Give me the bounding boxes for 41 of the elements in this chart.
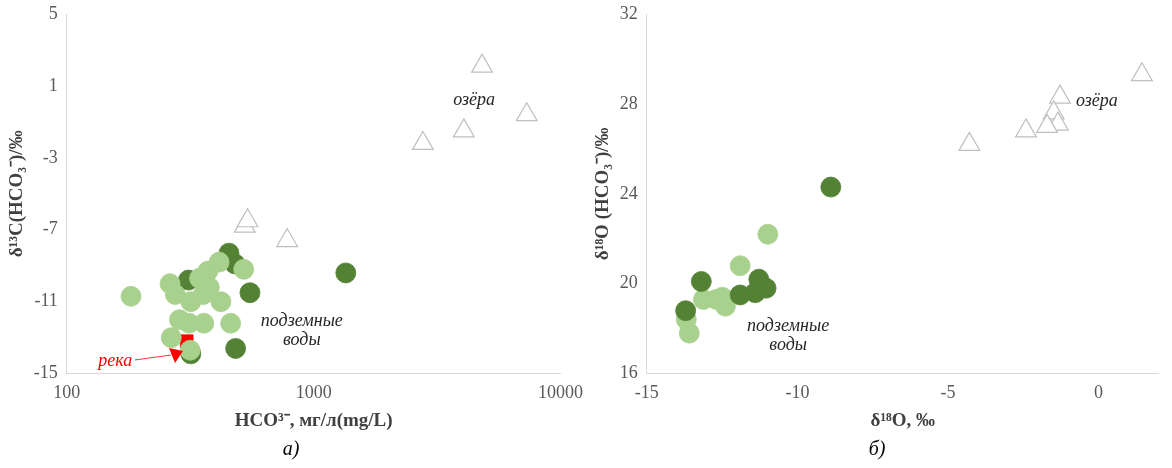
- x-tick-label: -10: [785, 382, 810, 403]
- y-tick-label: 20: [619, 272, 638, 293]
- y-tick-label: 5: [48, 2, 58, 23]
- point: [1130, 62, 1153, 82]
- y-tick-label: -3: [42, 146, 58, 167]
- point: [1049, 84, 1072, 104]
- x-axis-title: HCO³⁻, мг/л(mg/L): [234, 408, 393, 431]
- point: [958, 131, 981, 151]
- point: [820, 176, 842, 198]
- y-tick-label: -15: [33, 362, 58, 383]
- y-tick-label: 24: [619, 182, 638, 203]
- y-tick-label: -7: [42, 218, 58, 239]
- annotation: озёра: [453, 89, 495, 110]
- y-tick-label: 32: [619, 2, 638, 23]
- x-tick-label: 0: [1094, 382, 1104, 403]
- point: [1014, 118, 1037, 138]
- point: [729, 255, 751, 277]
- point: [1036, 113, 1059, 133]
- x-tick-label: -15: [634, 382, 659, 403]
- y-tick-label: 1: [48, 74, 58, 95]
- y-tick-label: 28: [619, 92, 638, 113]
- x-axis-title: δ¹⁸O, ‰: [870, 408, 936, 430]
- annotation: озёра: [1075, 90, 1118, 111]
- point: [729, 284, 751, 306]
- point: [678, 322, 700, 344]
- x-tick-label: -5: [940, 382, 956, 403]
- text: а): [282, 437, 300, 461]
- annotation: подземные воды: [747, 315, 830, 355]
- annotation: подземные воды: [260, 309, 343, 349]
- point: [690, 271, 712, 292]
- y-axis-title: δ¹³C(HCO₃⁻)/‰: [5, 130, 28, 258]
- point: [675, 300, 697, 322]
- point: [757, 223, 779, 245]
- y-tick-label: -11: [34, 290, 58, 311]
- y-axis-title: δ¹⁸O (HCO₃⁻)/‰: [591, 127, 614, 261]
- x-tick-label: 10000: [538, 382, 583, 403]
- x-tick-label: 1000: [295, 382, 332, 403]
- y-tick-label: 16: [619, 362, 638, 383]
- annotation: река: [96, 349, 133, 370]
- x-tick-label: 100: [53, 382, 81, 403]
- text: б): [868, 437, 886, 461]
